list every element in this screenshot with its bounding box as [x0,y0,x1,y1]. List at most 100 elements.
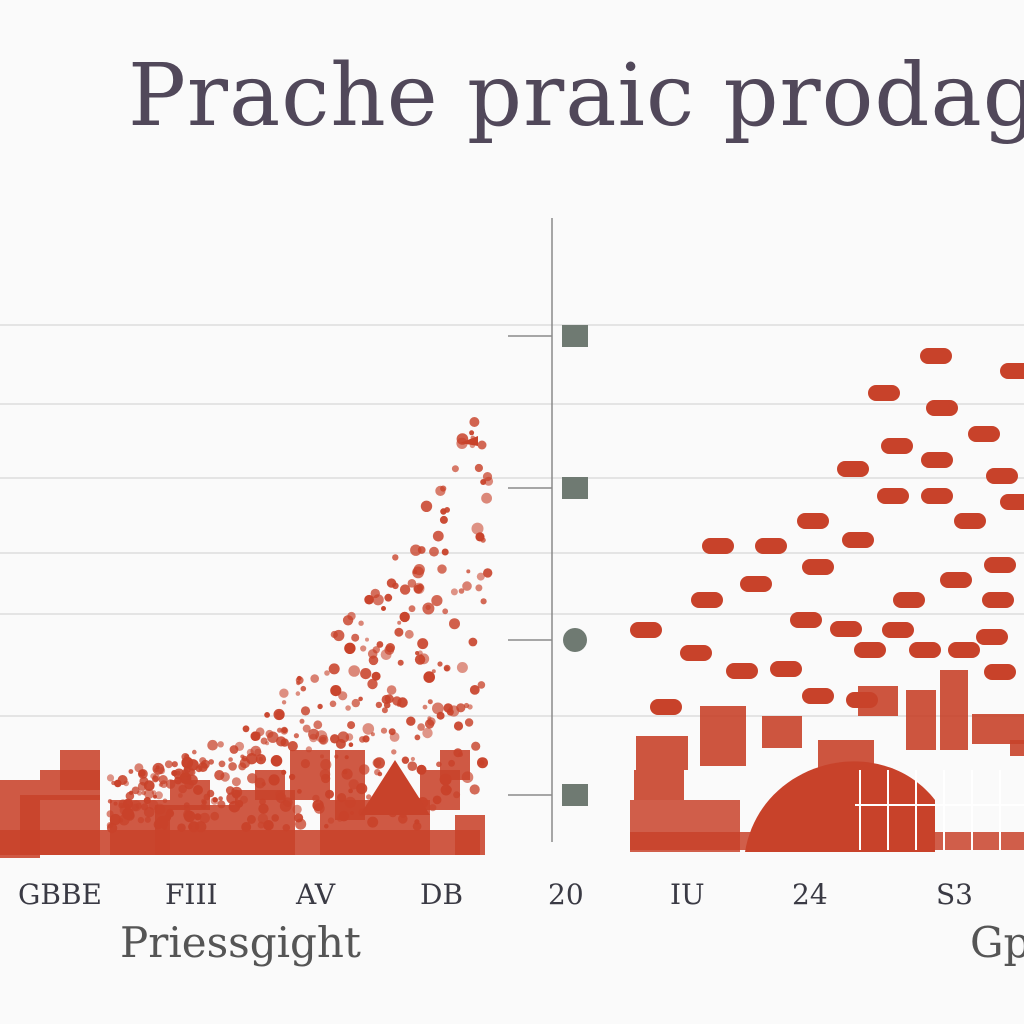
scatter-point [154,791,163,800]
scatter-block [455,815,485,855]
left-tick-label: FIII [165,878,218,911]
scatter-point [401,756,410,764]
scatter-point [392,554,399,561]
left-tick-label: GBBE [18,878,102,911]
scatter-point [982,592,1014,608]
scatter-point [474,463,483,473]
right-tick-label: 20 [548,878,584,911]
scatter-point [296,680,301,686]
scatter-point [431,669,436,674]
scatter-point [138,769,146,777]
scatter-point [344,642,356,654]
scatter-point [372,594,384,606]
right-panel-marks [630,348,1024,852]
scatter-point [187,759,199,771]
scatter-point [417,638,429,650]
scatter-point [469,685,480,695]
scatter-point [381,606,386,611]
scatter-point [328,663,340,675]
scatter-point [397,620,402,625]
scatter-point [837,461,869,477]
scatter-point [247,773,258,784]
scatter-point [702,538,734,554]
axis-marker [563,628,587,652]
scatter-point [270,755,283,767]
scatter-point [422,704,428,710]
scatter-point [399,584,411,595]
scatter-point [347,611,356,621]
scatter-point [770,661,802,677]
scatter-point [462,581,472,591]
scatter-point [437,564,447,574]
scatter-point [417,723,425,731]
scatter-point [152,762,165,775]
scatter-block [335,750,365,820]
scatter-point [986,468,1018,484]
scatter-point [368,655,379,666]
scatter-point [926,400,958,416]
scatter-block [636,736,688,770]
scatter-point [893,592,925,608]
scatter-point [976,629,1008,645]
scatter-point [276,736,287,747]
scatter-block [630,832,1024,850]
scatter-point [797,513,829,529]
scatter-point [218,760,226,768]
scatter-point [450,588,458,596]
scatter-point [347,721,356,730]
scatter-point [481,492,492,504]
scatter-point [348,665,361,677]
scatter-point [423,671,436,683]
scatter-point [218,796,223,801]
scatter-point [479,760,485,766]
scatter-point [330,630,338,639]
scatter-point [217,741,224,748]
scatter-point [128,769,134,774]
scatter-point [389,732,400,742]
right-tick-label: 24 [792,878,828,911]
scatter-point [313,720,323,730]
scatter-point [381,694,391,705]
scatter-point [469,784,480,795]
scatter-point [475,584,483,592]
scatter-point [358,696,363,702]
scatter-block [700,706,746,766]
scatter-point [131,786,140,795]
scatter-point [422,602,435,615]
left-tick-label: AV [296,878,336,911]
scatter-point [440,485,447,492]
scatter-point [281,700,287,705]
scatter-point [469,430,475,436]
scatter-point [483,568,493,578]
scatter-point [380,727,388,734]
scatter-point [280,726,289,735]
scatter-point [453,721,464,731]
grid-lines [0,324,1024,717]
scatter-point [372,646,380,654]
scatter-point [442,608,449,615]
scatter-point [246,753,258,765]
scatter-point [351,698,360,708]
scatter-point [439,515,448,524]
scatter-point [287,741,298,752]
scatter-point [330,734,340,744]
scatter-point [397,659,404,666]
scatter-point [417,546,426,554]
scatter-point [475,532,485,542]
scatter-point [476,572,485,581]
scatter-point [106,774,115,782]
right-x-axis-title: Gp [970,918,1024,967]
scatter-point [171,761,178,768]
scatter-block [940,670,968,750]
axis-marker [562,325,588,347]
scatter-point [345,733,354,741]
scatter-block [255,770,285,800]
scatter-point [330,685,342,697]
scatter-point [404,629,414,639]
left-panel-marks [0,417,494,858]
scatter-point [365,637,369,642]
scatter-point [231,777,241,787]
scatter-point [984,664,1016,680]
scatter-point [364,594,374,605]
scatter-point [397,697,408,708]
